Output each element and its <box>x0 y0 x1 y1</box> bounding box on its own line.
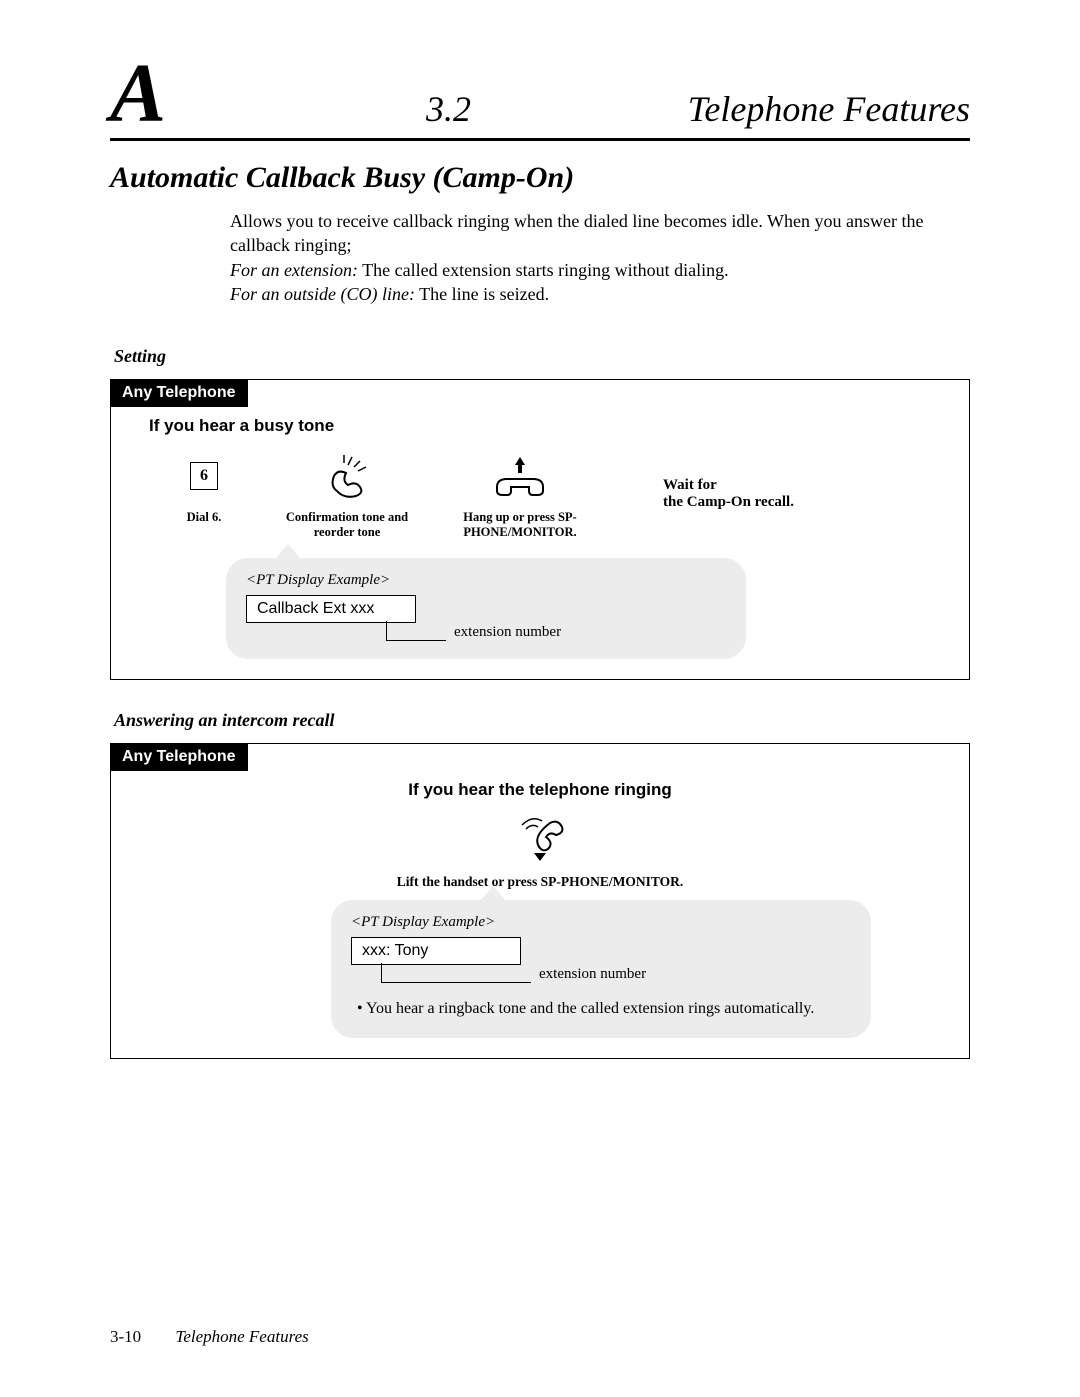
dial-key: 6 <box>190 462 218 490</box>
wait-text: Wait for the Camp-On recall. <box>663 477 794 511</box>
page-number: 3-10 <box>110 1327 141 1346</box>
display-box-2: xxx: Tony <box>351 937 521 965</box>
page-footer: 3-10 Telephone Features <box>110 1327 309 1347</box>
intro-co-label: For an outside (CO) line: <box>230 284 415 304</box>
intro-ext-label: For an extension: <box>230 260 358 280</box>
wait-line1: Wait for <box>663 477 794 494</box>
intro-co-text: The line is seized. <box>415 284 549 304</box>
key-icon: 6 <box>190 448 218 504</box>
setting-box: Any Telephone If you hear a busy tone 6 … <box>110 379 970 680</box>
chapter-title: Telephone Features <box>688 88 970 130</box>
intro-ext-text: The called extension starts ringing with… <box>358 260 729 280</box>
setting-condition: If you hear a busy tone <box>149 416 949 436</box>
hangup-icon <box>487 448 553 504</box>
step-hangup: Hang up or press SP-PHONE/MONITOR. <box>435 448 605 540</box>
step-dial: 6 Dial 6. <box>149 448 259 525</box>
bubble-pointer-icon <box>481 886 505 900</box>
ext-annotation-2: extension number <box>351 963 851 983</box>
answer-tab: Any Telephone <box>110 743 248 771</box>
confirm-caption: Confirmation tone and reorder tone <box>277 510 417 540</box>
ext-annotation: extension number <box>246 621 726 641</box>
section-title: Automatic Callback Busy (Camp-On) <box>110 161 970 195</box>
leader-line-icon <box>386 621 446 641</box>
intro-ext: For an extension: The called extension s… <box>230 258 970 282</box>
step-lift: Lift the handset or press SP-PHONE/MONIT… <box>131 812 949 890</box>
ext-label-2: extension number <box>539 966 646 983</box>
example-label: <PT Display Example> <box>246 572 726 589</box>
setting-example: <PT Display Example> Callback Ext xxx ex… <box>226 558 746 659</box>
setting-heading: Setting <box>114 346 970 367</box>
ringback-note: • You hear a ringback tone and the calle… <box>351 999 851 1020</box>
chapter-number: 3.2 <box>186 88 688 130</box>
page-header: A 3.2 Telephone Features <box>110 60 970 141</box>
answer-heading: Answering an intercom recall <box>114 710 970 731</box>
intro-co: For an outside (CO) line: The line is se… <box>230 282 970 306</box>
setting-tab: Any Telephone <box>110 379 248 407</box>
example-label-2: <PT Display Example> <box>351 914 851 931</box>
lift-caption: Lift the handset or press SP-PHONE/MONIT… <box>397 874 684 890</box>
display-box: Callback Ext xxx <box>246 595 416 623</box>
answer-box: Any Telephone If you hear the telephone … <box>110 743 970 1059</box>
ext-label: extension number <box>454 624 561 641</box>
setting-steps: 6 Dial 6. Confirmation tone and reorder … <box>131 448 949 550</box>
lift-handset-icon <box>510 812 570 868</box>
chapter-letter: A <box>110 60 166 127</box>
intro-p1: Allows you to receive callback ringing w… <box>230 209 970 258</box>
handset-tone-icon <box>322 448 372 504</box>
leader-line-icon <box>381 963 531 983</box>
footer-title: Telephone Features <box>175 1327 308 1346</box>
intro-text: Allows you to receive callback ringing w… <box>230 209 970 306</box>
dial-caption: Dial 6. <box>187 510 222 525</box>
bubble-pointer-icon <box>276 544 300 558</box>
hangup-caption: Hang up or press SP-PHONE/MONITOR. <box>445 510 595 540</box>
answer-condition: If you hear the telephone ringing <box>131 780 949 800</box>
wait-line2: the Camp-On recall. <box>663 494 794 511</box>
step-confirm: Confirmation tone and reorder tone <box>277 448 417 540</box>
answer-example: <PT Display Example> xxx: Tony extension… <box>331 900 871 1038</box>
